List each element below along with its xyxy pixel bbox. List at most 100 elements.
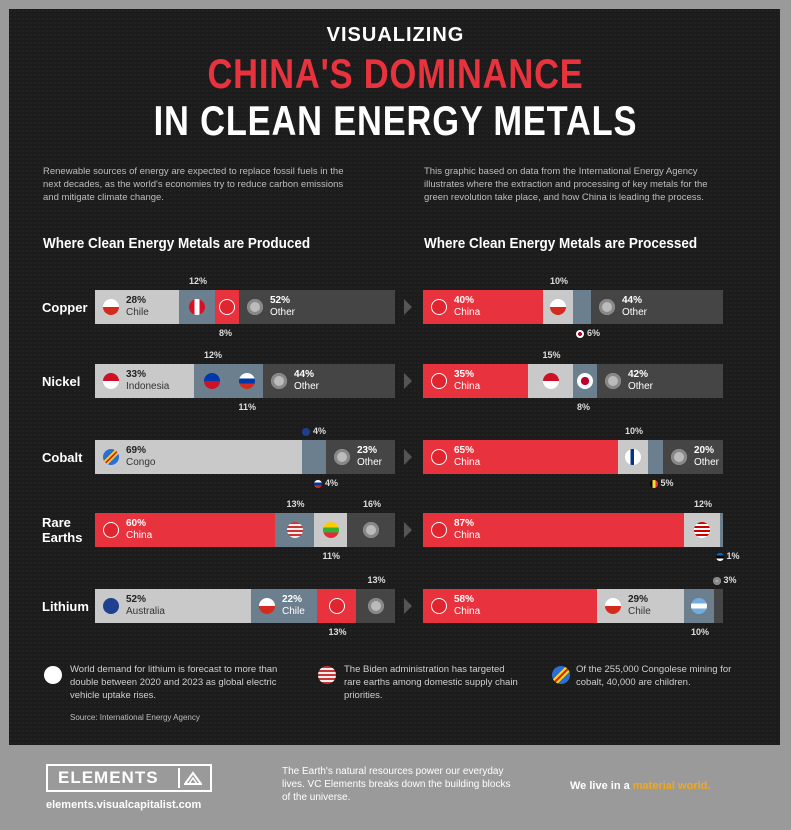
segment-value: 58% <box>454 594 475 605</box>
segment-country: China <box>454 530 481 541</box>
segment-other: 52% Other <box>239 290 395 324</box>
segment-value: 52% <box>126 594 147 605</box>
segment-russia <box>230 364 263 398</box>
china-flag-icon <box>431 449 447 465</box>
intro-right: This graphic based on data from the Inte… <box>424 166 708 203</box>
segment-value: 20% <box>694 445 715 456</box>
segment-other <box>714 589 723 623</box>
segment-country: China <box>454 606 481 617</box>
chile-flag-icon <box>605 598 621 614</box>
congo-flag-icon <box>103 449 119 465</box>
other-globe-icon <box>671 449 687 465</box>
segment-malaysia <box>684 513 720 547</box>
segment-usa <box>275 513 314 547</box>
japan-flag-icon <box>577 373 593 389</box>
other-globe-icon <box>363 522 379 538</box>
segment-callout-other: 3% <box>712 575 737 585</box>
segment-callout-value: 12% <box>189 276 208 286</box>
segment-callout-australia: 4% <box>302 426 326 436</box>
segment-china: 60% China <box>95 513 275 547</box>
elements-mark-icon <box>178 768 206 788</box>
segment-callout-value: 1% <box>726 551 740 561</box>
title-white: IN CLEAN ENERGY METALS <box>153 97 638 144</box>
segment-value: 69% <box>126 445 147 456</box>
segment-other <box>347 513 395 547</box>
segment-callout-indonesia: 15% <box>543 350 561 360</box>
segment-other: 44% Other <box>263 364 395 398</box>
segment-country: Other <box>694 457 720 468</box>
segment-callout-value: 8% <box>577 402 591 412</box>
segment-callout-value: 4% <box>325 478 339 488</box>
segment-country: Indonesia <box>126 381 170 392</box>
malaysia-flag-icon <box>694 522 710 538</box>
segment-china: 87% China <box>423 513 684 547</box>
segment-china: 65% China <box>423 440 618 474</box>
peru-flag-icon <box>189 299 205 315</box>
segment-callout-russia: 4% <box>314 478 338 488</box>
china-flag-icon <box>103 522 119 538</box>
bar-produced-cobalt: 69% Congo 23% Other <box>95 440 395 474</box>
segment-japan <box>573 290 591 324</box>
chile-flag-icon <box>103 299 119 315</box>
segment-value: 65% <box>454 445 475 456</box>
bar-processed-rare-earths: 87% China <box>423 513 723 547</box>
segment-callout-value: 13% <box>367 575 386 585</box>
bar-produced-lithium: 52% Australia 22% Chile <box>95 589 395 623</box>
metal-label-cobalt: Cobalt <box>42 450 83 465</box>
section-processed: Where Clean Energy Metals are Processed <box>424 235 698 252</box>
segment-country: China <box>454 457 481 468</box>
other-globe-icon <box>605 373 621 389</box>
segment-chile: 22% Chile <box>251 589 317 623</box>
segment-callout-other: 13% <box>368 575 386 585</box>
segment-value: 87% <box>454 518 475 529</box>
bar-produced-nickel: 33% Indonesia 44% Other <box>95 364 395 398</box>
segment-country: Other <box>294 381 320 392</box>
slogan-a: We live in a <box>570 780 633 792</box>
china-flag-icon <box>431 598 447 614</box>
arrow-icon <box>404 449 412 465</box>
segment-russia <box>314 440 326 474</box>
bar-processed-lithium: 58% China 29% Chile <box>423 589 723 623</box>
title-red: CHINA'S DOMINANCE <box>207 50 584 97</box>
segment-country: China <box>454 381 481 392</box>
segment-country: Congo <box>126 457 156 468</box>
argentina-flag-icon <box>691 598 707 614</box>
myanmar-flag-icon <box>322 522 339 538</box>
elements-logo[interactable]: ELEMENTS <box>46 764 212 792</box>
indonesia-flag-icon <box>542 373 559 389</box>
japan-flag-icon <box>576 329 584 338</box>
segment-australia: 52% Australia <box>95 589 251 623</box>
arrow-icon <box>404 522 412 538</box>
segment-peru <box>179 290 215 324</box>
chile-flag-icon <box>259 598 275 614</box>
segment-callout-other: 16% <box>363 499 381 509</box>
segment-china: 40% China <box>423 290 543 324</box>
russia-flag-icon <box>314 479 322 488</box>
segment-philippines <box>194 364 230 398</box>
segment-belgium <box>648 440 663 474</box>
segment-value: 60% <box>126 518 147 529</box>
elements-url[interactable]: elements.visualcapitalist.com <box>46 799 202 811</box>
segment-callout-value: 5% <box>660 478 674 488</box>
segment-country: Chile <box>628 606 651 617</box>
other-globe-icon <box>247 299 263 315</box>
segment-callout-value: 10% <box>550 276 569 286</box>
segment-value: 33% <box>126 369 147 380</box>
segment-australia <box>302 440 314 474</box>
metal-label-nickel: Nickel <box>42 374 81 389</box>
other-globe-icon <box>334 449 350 465</box>
estonia-flag-icon <box>715 552 724 561</box>
segment-callout-myanmar: 11% <box>323 551 341 561</box>
segment-china <box>317 589 356 623</box>
china-flag-icon <box>431 299 447 315</box>
segment-other <box>356 589 395 623</box>
footer-slogan: We live in a material world. <box>570 780 710 792</box>
pre-title: VISUALIZING <box>326 24 465 46</box>
segment-callout-chile: 10% <box>550 276 568 286</box>
segment-callout-malaysia: 12% <box>694 499 712 509</box>
segment-callout-argentina: 10% <box>691 627 709 637</box>
other-globe-icon <box>599 299 615 315</box>
segment-value: 44% <box>294 369 315 380</box>
other-globe-icon <box>271 373 287 389</box>
china-flag-icon <box>219 299 235 315</box>
